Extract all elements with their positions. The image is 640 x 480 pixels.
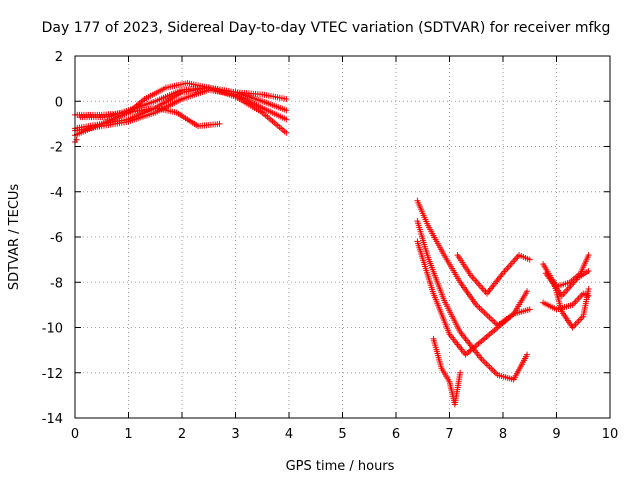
data-marks — [72, 80, 592, 408]
data-point — [283, 95, 290, 102]
data-point — [524, 288, 531, 295]
data-point — [283, 129, 290, 136]
x-tick-label: 4 — [285, 427, 293, 442]
data-point — [526, 256, 533, 263]
x-tick-label: 5 — [338, 427, 346, 442]
y-tick-label: 0 — [55, 95, 63, 110]
x-axis-label: GPS time / hours — [286, 459, 395, 474]
series-arc-9 — [414, 238, 531, 358]
series-arc-11 — [454, 252, 533, 297]
chart-title: Day 177 of 2023, Sidereal Day-to-day VTE… — [42, 20, 611, 36]
y-tick-label: 2 — [55, 50, 63, 65]
x-tick-label: 7 — [445, 427, 453, 442]
series-arc-10 — [430, 335, 464, 408]
axis-ticks: 0 1 2 3 4 5 6 7 8 9 10 -14 -12 -10 -8 -6 -4 -2 0 2 — [42, 50, 619, 442]
x-tick-label: 8 — [499, 427, 507, 442]
x-tick-label: 10 — [602, 427, 619, 442]
data-point — [585, 252, 592, 259]
data-point — [585, 286, 592, 293]
series-arc-15 — [542, 267, 592, 299]
x-tick-label: 2 — [178, 427, 186, 442]
y-tick-label: -2 — [50, 141, 63, 156]
y-tick-label: -10 — [42, 322, 63, 337]
x-tick-label: 1 — [124, 427, 132, 442]
data-point — [524, 351, 531, 358]
y-tick-label: -4 — [50, 186, 63, 201]
y-tick-label: -6 — [50, 231, 63, 246]
data-point — [283, 116, 290, 123]
y-tick-label: -14 — [42, 412, 63, 427]
data-point — [526, 306, 533, 313]
data-point — [457, 369, 464, 376]
x-tick-label: 0 — [71, 427, 79, 442]
y-axis-label: SDTVAR / TECUs — [7, 184, 22, 291]
data-point — [585, 267, 592, 274]
x-tick-label: 3 — [231, 427, 239, 442]
series-arc-5 — [72, 105, 223, 139]
data-point — [216, 120, 223, 127]
y-tick-label: -12 — [42, 367, 63, 382]
x-tick-label: 9 — [552, 427, 560, 442]
x-tick-label: 6 — [392, 427, 400, 442]
y-tick-label: -8 — [50, 276, 63, 291]
data-point — [283, 107, 290, 114]
